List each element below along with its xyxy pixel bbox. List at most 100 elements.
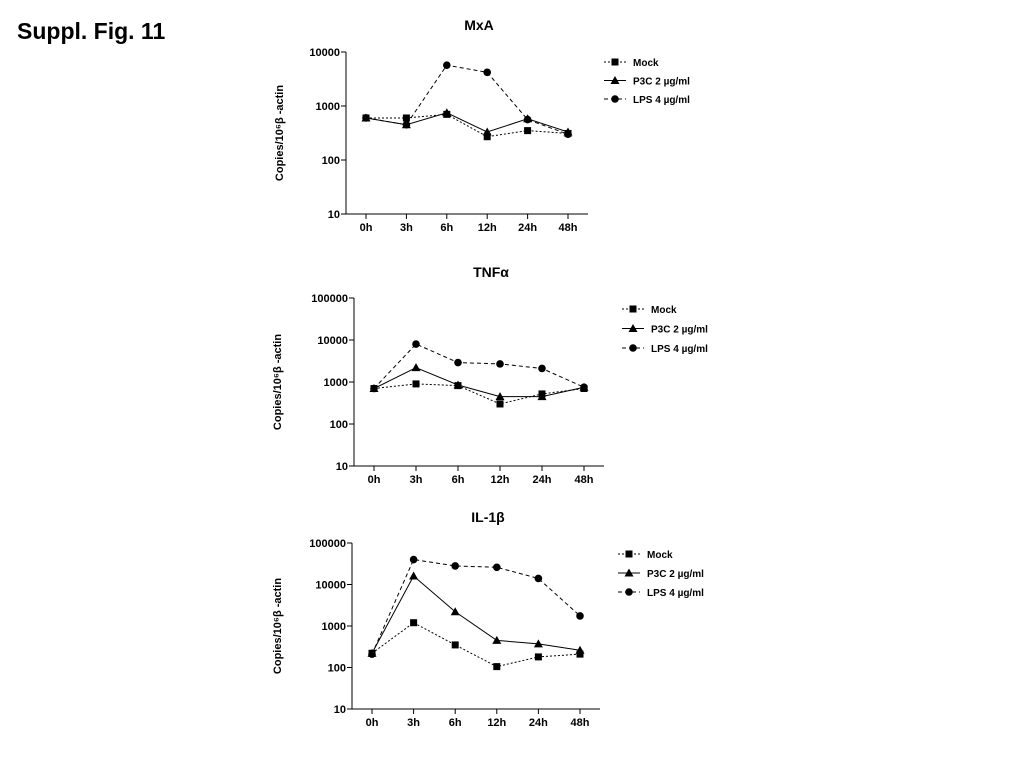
y-tick-label: 10000 (317, 335, 348, 347)
x-tick-label: 48h (559, 222, 578, 234)
y-tick-label: 1000 (316, 101, 340, 113)
data-point (411, 363, 421, 372)
data-point (580, 383, 588, 392)
series-line (371, 622, 581, 668)
data-point (370, 384, 378, 393)
chart-2: TNFα 10 100 1000 10000 100000 0h 3h 6h 12h 24h 48h C… (272, 264, 708, 486)
y-tick-label: 100 (322, 155, 340, 167)
data-point (576, 612, 584, 620)
series-mock (368, 619, 584, 671)
series-lps-4-g-ml (368, 555, 584, 658)
series-line (373, 383, 585, 405)
data-point (412, 340, 420, 348)
legend-label: P3C 2 µg/ml (647, 569, 704, 580)
legend-label: Mock (651, 305, 677, 316)
x-tick-label: 6h (440, 222, 453, 234)
y-tick-label: 100000 (309, 538, 346, 550)
data-point (409, 555, 418, 564)
y-tick-label: 10000 (315, 580, 346, 592)
data-point (483, 68, 492, 77)
data-point (524, 127, 532, 135)
data-point (493, 663, 501, 671)
series-line (365, 64, 569, 135)
x-tick-label: 12h (478, 222, 497, 234)
data-point (450, 607, 460, 616)
legend-marker (610, 76, 620, 84)
chart-3: IL-1β 10 100 1000 10000 100000 0h 3h 6h 12h 24h 48h… (272, 509, 704, 729)
x-tick-label: 3h (400, 222, 413, 234)
series-line (373, 343, 585, 389)
data-point (576, 650, 584, 658)
data-point (575, 645, 585, 654)
x-tick-label: 0h (360, 222, 373, 234)
legend-marker (611, 95, 619, 103)
data-point (533, 639, 543, 648)
data-point (402, 114, 410, 122)
legend-marker (629, 344, 637, 352)
data-point (534, 653, 542, 661)
series-line (371, 575, 581, 654)
x-tick-label: 12h (487, 717, 506, 729)
legend-label: LPS 4 µg/ml (633, 95, 690, 106)
legend-marker (625, 588, 633, 596)
x-tick-label: 48h (571, 717, 590, 729)
data-point (534, 574, 543, 583)
x-tick-label: 24h (518, 222, 537, 234)
legend-label: P3C 2 µg/ml (651, 325, 708, 336)
legend-marker (624, 568, 634, 577)
x-tick-label: 3h (410, 474, 423, 486)
data-point (442, 108, 452, 117)
data-point (410, 619, 418, 627)
y-axis-label: Copies/10⁶β -actin (272, 334, 284, 430)
series-mock (362, 110, 572, 141)
data-point (523, 115, 532, 124)
x-tick-label: 24h (533, 474, 552, 486)
legend-marker (628, 324, 638, 332)
chart-title: MxA (464, 17, 494, 33)
data-point (564, 130, 572, 139)
legend-label: Mock (633, 58, 659, 69)
legend-marker (629, 305, 637, 313)
legend: Mock P3C 2 µg/ml LPS 4 µg/ml (604, 58, 690, 106)
data-point (454, 358, 462, 367)
data-point (483, 133, 491, 141)
chart-1: MxA 10 100 1000 10000 0h 3h 6h 12h 24h 48h Copies/1… (274, 17, 690, 234)
figure-label: Suppl. Fig. 11 (17, 18, 166, 44)
x-tick-label: 12h (491, 474, 510, 486)
legend: Mock P3C 2 µg/ml LPS 4 µg/ml (618, 550, 704, 599)
legend-label: LPS 4 µg/ml (651, 344, 708, 355)
data-point (402, 120, 411, 129)
chart-title: IL-1β (471, 509, 505, 525)
x-tick-label: 6h (452, 474, 465, 486)
data-point (368, 650, 376, 658)
chart-title: TNFα (473, 264, 509, 280)
series-line (373, 367, 585, 398)
legend: Mock P3C 2 µg/ml LPS 4 µg/ml (622, 305, 708, 355)
x-tick-label: 6h (449, 717, 462, 729)
y-axis-label: Copies/10⁶β -actin (274, 85, 286, 181)
legend-marker (611, 58, 619, 66)
data-point (496, 360, 504, 368)
data-point (482, 127, 492, 136)
data-point (492, 635, 502, 644)
y-tick-label: 100000 (311, 293, 348, 305)
data-point (537, 392, 547, 401)
data-point (495, 392, 505, 401)
x-tick-label: 0h (368, 474, 381, 486)
data-point (493, 563, 501, 572)
series-lps-4-g-ml (370, 340, 588, 393)
series-lps-4-g-ml (362, 61, 572, 139)
x-tick-label: 48h (575, 474, 594, 486)
data-point (362, 114, 370, 122)
legend-label: LPS 4 µg/ml (647, 588, 704, 599)
y-tick-label: 100 (328, 663, 346, 675)
y-tick-label: 100 (330, 419, 348, 431)
series-p3c-2-g-ml (369, 363, 589, 401)
data-point (538, 364, 546, 373)
x-tick-label: 0h (366, 717, 379, 729)
series-line (365, 112, 569, 133)
data-point (496, 400, 504, 408)
x-tick-label: 24h (529, 717, 548, 729)
legend-marker (625, 550, 633, 558)
data-point (453, 380, 463, 389)
